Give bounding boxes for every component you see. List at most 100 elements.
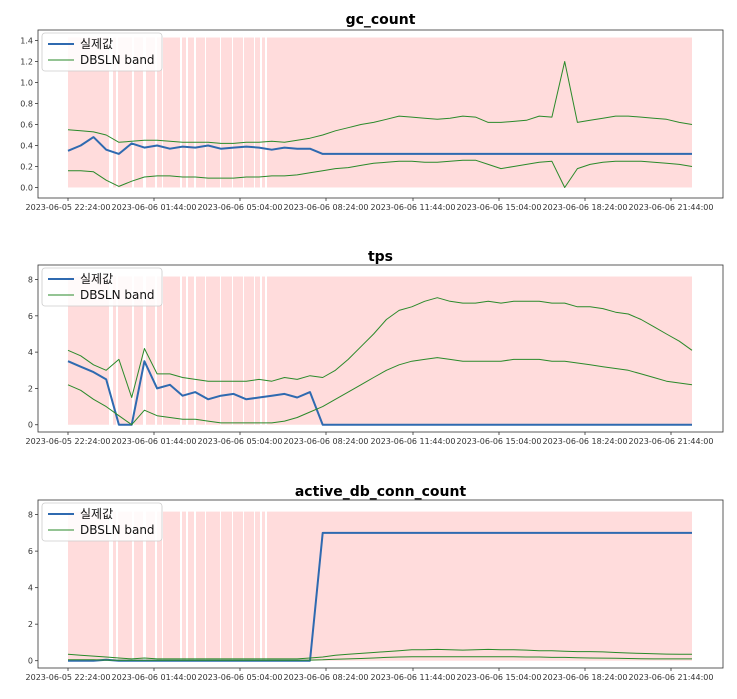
x-tick-label: 2023-06-06 11:44:00 (371, 437, 456, 446)
x-tick-label: 2023-06-06 18:24:00 (543, 437, 628, 446)
plot-frame (37, 29, 724, 199)
anomaly-gap (265, 275, 267, 426)
plot-frame (37, 264, 724, 433)
anomaly-gap (220, 36, 221, 189)
anomaly-gap (254, 275, 255, 426)
anomaly-gap (260, 275, 262, 426)
anomaly-gap (254, 36, 255, 189)
x-tick-label: 2023-06-05 22:24:00 (26, 673, 111, 682)
legend: 실제값 DBSLN band (41, 502, 163, 542)
dbsln-band-line (67, 648, 692, 660)
anomaly-gap (162, 275, 163, 426)
x-tick-label: 2023-06-06 11:44:00 (371, 673, 456, 682)
legend-box (41, 502, 163, 542)
anomaly-gap (186, 275, 188, 426)
legend-box (41, 267, 163, 307)
anomaly-gap (132, 510, 134, 662)
y-tick-label: 0.4 (20, 142, 33, 151)
anomaly-gap (205, 510, 206, 662)
x-tick-label: 2023-06-06 18:24:00 (543, 203, 628, 212)
y-tick-label: 4 (28, 584, 33, 593)
anomaly-gap (116, 510, 118, 662)
legend-label: 실제값 (80, 507, 113, 521)
anomaly-gap (243, 275, 244, 426)
anomaly-gap (155, 510, 157, 662)
x-tick-label: 2023-06-06 21:44:00 (629, 673, 714, 682)
anomaly-gap (180, 36, 182, 189)
anomaly-gap (205, 275, 206, 426)
legend-box (41, 32, 163, 72)
chart-title: active_db_conn_count (295, 484, 467, 500)
anomaly-gap (254, 510, 255, 662)
x-tick-label: 2023-06-06 01:44:00 (112, 437, 197, 446)
anomaly-gap (180, 510, 182, 662)
anomaly-gap (232, 510, 233, 662)
x-tick-label: 2023-06-06 21:44:00 (629, 437, 714, 446)
x-tick-label: 2023-06-06 01:44:00 (112, 673, 197, 682)
y-tick-label: 1.2 (20, 58, 33, 67)
anomaly-gap (186, 510, 188, 662)
chart-panel-3: active_db_conn_count 0 2 4 6 8 2023-06-05 22:2… (26, 484, 724, 682)
anomaly-region (68, 276, 692, 425)
plot-frame (37, 499, 724, 669)
y-tick-label: 0.6 (20, 121, 33, 130)
anomaly-gap (186, 36, 188, 189)
anomaly-gap (109, 275, 113, 426)
x-tick-label: 2023-06-06 08:24:00 (284, 203, 369, 212)
legend-label: DBSLN band (80, 288, 155, 302)
y-tick-label: 4 (28, 348, 33, 357)
x-tick-label: 2023-06-06 01:44:00 (112, 203, 197, 212)
chart-panel-1: gc_count 0.0 0.2 0.4 0.6 0.8 1.0 1.2 1.4 2023-06-… (20, 12, 724, 212)
x-tick-label: 2023-06-06 18:24:00 (543, 673, 628, 682)
y-tick-label: 8 (28, 276, 33, 285)
y-tick-label: 6 (28, 547, 33, 556)
y-tick-label: 2 (28, 620, 33, 629)
anomaly-region (68, 511, 692, 661)
anomaly-gap (194, 275, 196, 426)
y-tick-label: 8 (28, 511, 33, 520)
anomaly-gap (194, 510, 196, 662)
y-tick-label: 1.4 (20, 37, 33, 46)
legend-label: 실제값 (80, 37, 113, 51)
chart-panel-2: tps 0 2 4 6 8 2023-06-05 22:24:00 2023-06-06 01… (26, 249, 724, 446)
y-tick-label: 6 (28, 312, 33, 321)
anomaly-gap (243, 36, 244, 189)
anomaly-gap (205, 36, 206, 189)
x-tick-label: 2023-06-06 11:44:00 (371, 203, 456, 212)
anomaly-gap (260, 510, 262, 662)
actual-value-line (67, 136, 692, 155)
anomaly-gap (232, 275, 233, 426)
x-tick-label: 2023-06-06 05:04:00 (198, 673, 283, 682)
anomaly-gap (143, 275, 146, 426)
anomaly-gap (155, 36, 157, 189)
anomaly-gap (265, 510, 267, 662)
anomaly-gap (132, 36, 134, 189)
anomaly-gap (180, 275, 182, 426)
legend-label: DBSLN band (80, 523, 155, 537)
anomaly-gap (260, 36, 262, 189)
anomaly-gap (143, 510, 146, 662)
legend: 실제값 DBSLN band (41, 32, 163, 72)
x-tick-label: 2023-06-05 22:24:00 (26, 203, 111, 212)
x-tick-label: 2023-06-06 08:24:00 (284, 437, 369, 446)
dbsln-band-line (68, 656, 692, 661)
anomaly-gap (132, 275, 134, 426)
x-tick-label: 2023-06-06 15:04:00 (457, 437, 542, 446)
y-tick-label: 0 (28, 657, 33, 666)
anomaly-gap (232, 36, 233, 189)
y-tick-label: 2 (28, 384, 33, 393)
chart-title: tps (368, 249, 393, 265)
dbsln-band-line (68, 159, 693, 188)
y-tick-label: 0 (28, 421, 33, 430)
anomaly-gap (265, 36, 267, 189)
anomaly-gap (162, 510, 163, 662)
x-tick-label: 2023-06-06 05:04:00 (198, 437, 283, 446)
y-tick-label: 0.2 (20, 163, 33, 172)
anomaly-gap (194, 36, 196, 189)
anomaly-gap (116, 36, 118, 189)
y-tick-label: 1.0 (20, 79, 33, 88)
x-tick-label: 2023-06-06 05:04:00 (198, 203, 283, 212)
anomaly-gap (162, 36, 163, 189)
legend-label: 실제값 (80, 272, 113, 286)
